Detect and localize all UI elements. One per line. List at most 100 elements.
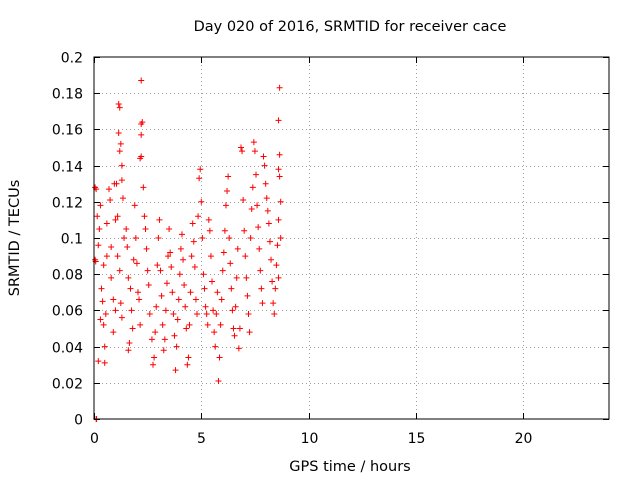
data-point <box>246 329 253 336</box>
data-point <box>148 336 155 343</box>
data-point <box>214 289 221 296</box>
data-point <box>226 235 233 241</box>
data-point <box>259 300 266 307</box>
data-point <box>212 343 219 350</box>
y-tick-label: 0.1 <box>61 232 83 248</box>
data-point <box>228 285 235 292</box>
data-point <box>263 195 270 202</box>
data-point <box>262 180 269 187</box>
data-point <box>224 187 231 194</box>
data-point <box>220 249 227 256</box>
data-point <box>102 311 109 318</box>
data-point <box>188 253 195 260</box>
data-point <box>155 235 162 241</box>
data-point <box>163 280 170 287</box>
data-point <box>137 321 144 328</box>
data-point <box>101 359 108 366</box>
data-point <box>196 175 203 182</box>
data-point <box>95 242 102 249</box>
data-point <box>113 180 120 187</box>
data-point <box>138 153 145 160</box>
data-points <box>92 77 284 422</box>
data-point <box>206 227 213 234</box>
data-point <box>258 285 265 292</box>
data-point <box>119 195 126 202</box>
data-point <box>209 278 216 285</box>
data-point <box>186 321 193 328</box>
data-point <box>103 220 110 227</box>
data-point <box>253 171 260 178</box>
data-point <box>98 285 105 292</box>
data-point <box>94 213 101 220</box>
plot-frame <box>93 56 610 420</box>
data-point <box>182 303 189 310</box>
data-point <box>225 173 232 180</box>
data-point <box>257 267 264 274</box>
axis-ticks <box>94 57 609 420</box>
data-point <box>130 256 137 263</box>
y-tick-label: 0.18 <box>52 87 83 103</box>
data-point <box>205 216 212 223</box>
data-point <box>115 101 122 108</box>
data-point <box>275 166 282 173</box>
data-point <box>277 198 284 205</box>
data-point <box>152 329 159 336</box>
data-point <box>116 104 123 111</box>
data-point <box>235 345 242 352</box>
data-point <box>266 238 273 245</box>
data-point <box>117 300 124 307</box>
data-point <box>161 336 168 343</box>
data-point <box>207 253 214 260</box>
data-point <box>127 285 134 292</box>
data-point <box>194 311 200 318</box>
data-point <box>172 367 179 374</box>
data-point <box>138 131 145 138</box>
data-point <box>250 139 257 146</box>
data-point <box>276 151 283 158</box>
data-point <box>274 242 281 249</box>
data-point <box>180 256 187 263</box>
data-point <box>198 198 205 205</box>
data-point <box>230 325 237 332</box>
data-point <box>183 325 190 332</box>
data-point <box>92 256 99 263</box>
data-point <box>240 196 247 203</box>
data-point <box>210 307 217 314</box>
data-point <box>166 225 173 232</box>
data-point <box>272 285 279 292</box>
data-point <box>126 339 133 346</box>
data-point <box>121 235 128 241</box>
x-tick-label: 5 <box>197 431 206 447</box>
data-point <box>110 329 117 336</box>
data-point <box>217 321 224 328</box>
data-point <box>237 144 244 151</box>
data-point <box>154 262 161 269</box>
data-point <box>249 184 256 191</box>
y-tick-label: 0.14 <box>52 160 83 176</box>
data-point <box>176 271 183 278</box>
data-point <box>167 249 174 256</box>
data-point <box>144 267 151 274</box>
data-point <box>112 216 119 223</box>
data-point <box>245 311 252 318</box>
data-point <box>178 231 185 238</box>
data-point <box>275 274 282 281</box>
x-axis-label: GPS time / hours <box>289 459 410 475</box>
data-point <box>232 303 239 310</box>
y-tick-label: 0.06 <box>52 304 83 320</box>
data-point <box>142 225 149 232</box>
data-point <box>128 307 135 314</box>
data-point <box>117 140 124 147</box>
y-tick-label: 0.12 <box>52 196 83 212</box>
data-point <box>243 274 250 281</box>
data-point <box>168 263 175 270</box>
x-tick-label: 15 <box>408 431 426 447</box>
data-point <box>201 285 208 292</box>
data-point <box>204 321 211 328</box>
data-point <box>106 186 113 193</box>
data-point <box>159 321 166 328</box>
data-point <box>197 166 204 173</box>
x-tick-label: 20 <box>515 431 533 447</box>
data-point <box>203 311 210 318</box>
data-point <box>171 332 178 339</box>
